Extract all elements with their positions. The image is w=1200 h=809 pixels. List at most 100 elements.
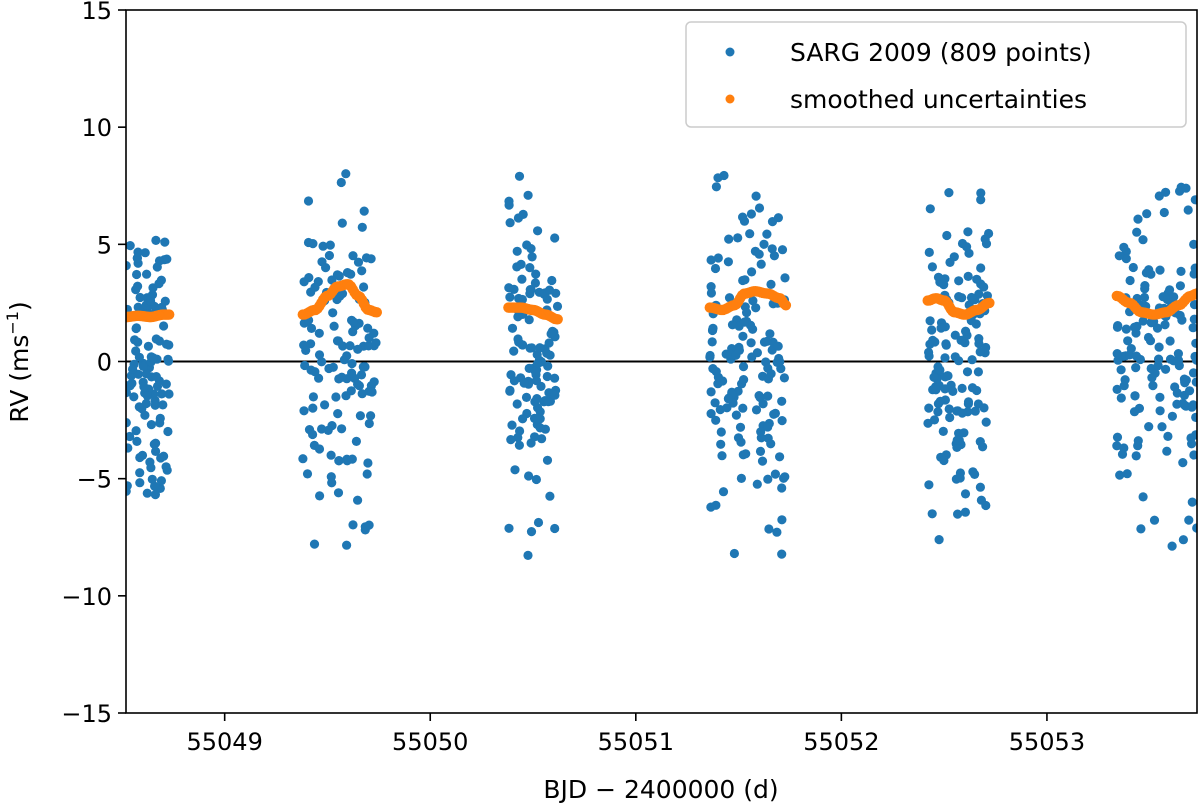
y-tick-label: 5 bbox=[97, 231, 112, 259]
rv-point bbox=[306, 323, 317, 333]
rv-point bbox=[364, 341, 374, 351]
rv-point bbox=[131, 346, 141, 356]
rv-point bbox=[927, 509, 937, 519]
rv-point bbox=[321, 263, 331, 273]
rv-point bbox=[718, 487, 729, 497]
rv-point bbox=[160, 237, 170, 247]
rv-point bbox=[738, 403, 748, 413]
rv-point bbox=[550, 523, 560, 534]
rv-point bbox=[1181, 183, 1191, 193]
rv-point bbox=[952, 435, 962, 445]
rv-point bbox=[334, 456, 344, 466]
rv-point bbox=[151, 438, 161, 448]
x-tick-label: 55050 bbox=[392, 728, 468, 756]
rv-point bbox=[527, 252, 537, 262]
rv-point bbox=[924, 403, 934, 413]
rv-point bbox=[963, 227, 973, 237]
rv-point bbox=[152, 262, 162, 272]
rv-point bbox=[738, 362, 749, 372]
rv-point bbox=[514, 337, 524, 347]
rv-point bbox=[505, 385, 515, 395]
rv-point bbox=[967, 355, 977, 365]
rv-point bbox=[348, 317, 358, 327]
rv-point bbox=[756, 259, 766, 269]
rv-point bbox=[751, 303, 761, 313]
rv-point bbox=[1146, 363, 1156, 374]
rv-point bbox=[933, 407, 943, 417]
rv-point bbox=[1155, 406, 1165, 416]
rv-point bbox=[524, 315, 534, 325]
rv-point bbox=[742, 308, 752, 318]
rv-point bbox=[320, 400, 330, 410]
rv-point bbox=[545, 350, 555, 360]
rv-point bbox=[984, 228, 994, 239]
rv-point bbox=[517, 274, 527, 284]
rv-point bbox=[1153, 361, 1163, 371]
rv-point bbox=[146, 420, 156, 430]
rv-point bbox=[142, 269, 152, 279]
y-axis-title-superscript: −1 bbox=[3, 311, 22, 335]
rv-point bbox=[759, 239, 769, 249]
rv-point bbox=[1122, 469, 1132, 479]
rv-point bbox=[962, 242, 972, 252]
rv-point bbox=[1117, 449, 1128, 459]
rv-point bbox=[151, 235, 161, 245]
rv-point bbox=[142, 391, 152, 401]
rv-point bbox=[300, 360, 310, 371]
rv-point bbox=[1123, 336, 1133, 346]
rv-point bbox=[527, 343, 537, 353]
rv-point bbox=[1175, 281, 1185, 291]
rv-point bbox=[1116, 393, 1126, 403]
rv-point bbox=[1167, 411, 1177, 421]
uncertainty-point bbox=[780, 300, 792, 311]
rv-point bbox=[328, 308, 338, 318]
rv-point bbox=[326, 450, 336, 460]
rv-point bbox=[132, 436, 142, 446]
rv-point bbox=[716, 427, 726, 437]
rv-point bbox=[763, 474, 773, 484]
y-axis-label: RV (ms−1) bbox=[3, 301, 34, 423]
rv-point bbox=[746, 209, 757, 219]
y-axis-title: RV (ms−1) bbox=[3, 301, 34, 423]
rv-point bbox=[513, 432, 523, 443]
rv-point bbox=[777, 396, 787, 406]
rv-point bbox=[713, 372, 724, 382]
rv-point bbox=[1190, 195, 1197, 205]
rv-point bbox=[366, 254, 376, 264]
rv-point bbox=[773, 213, 784, 223]
rv-point bbox=[315, 491, 325, 501]
rv-point bbox=[766, 439, 776, 449]
rv-point bbox=[135, 468, 145, 478]
rv-point bbox=[735, 422, 746, 432]
rv-point bbox=[519, 378, 529, 388]
rv-point bbox=[550, 373, 560, 383]
rv-point bbox=[1185, 386, 1195, 396]
rv-point bbox=[348, 251, 358, 261]
rv-point bbox=[369, 377, 379, 387]
legend-marker-uncertainties bbox=[725, 94, 735, 104]
rv-point bbox=[1192, 523, 1197, 533]
rv-point bbox=[525, 263, 535, 273]
rv-point bbox=[138, 361, 148, 371]
rv-point bbox=[928, 335, 938, 345]
rv-point bbox=[1190, 263, 1197, 273]
rv-point bbox=[1168, 356, 1179, 366]
rv-point bbox=[1162, 446, 1172, 456]
rv-point bbox=[1133, 436, 1143, 446]
rv-point bbox=[754, 249, 764, 259]
rv-point bbox=[1167, 541, 1177, 551]
rv-point bbox=[924, 347, 934, 357]
rv-point bbox=[141, 369, 151, 379]
rv-point bbox=[970, 406, 980, 416]
rv-point bbox=[924, 247, 934, 257]
rv-point bbox=[140, 248, 150, 258]
rv-point bbox=[1148, 381, 1158, 391]
rv-point bbox=[317, 357, 327, 367]
rv-point bbox=[974, 334, 984, 344]
rv-point bbox=[723, 257, 734, 267]
rv-point bbox=[146, 463, 156, 473]
rv-point bbox=[156, 476, 166, 486]
rv-point bbox=[545, 491, 555, 501]
rv-point bbox=[507, 420, 517, 430]
rv-point bbox=[1131, 451, 1141, 461]
